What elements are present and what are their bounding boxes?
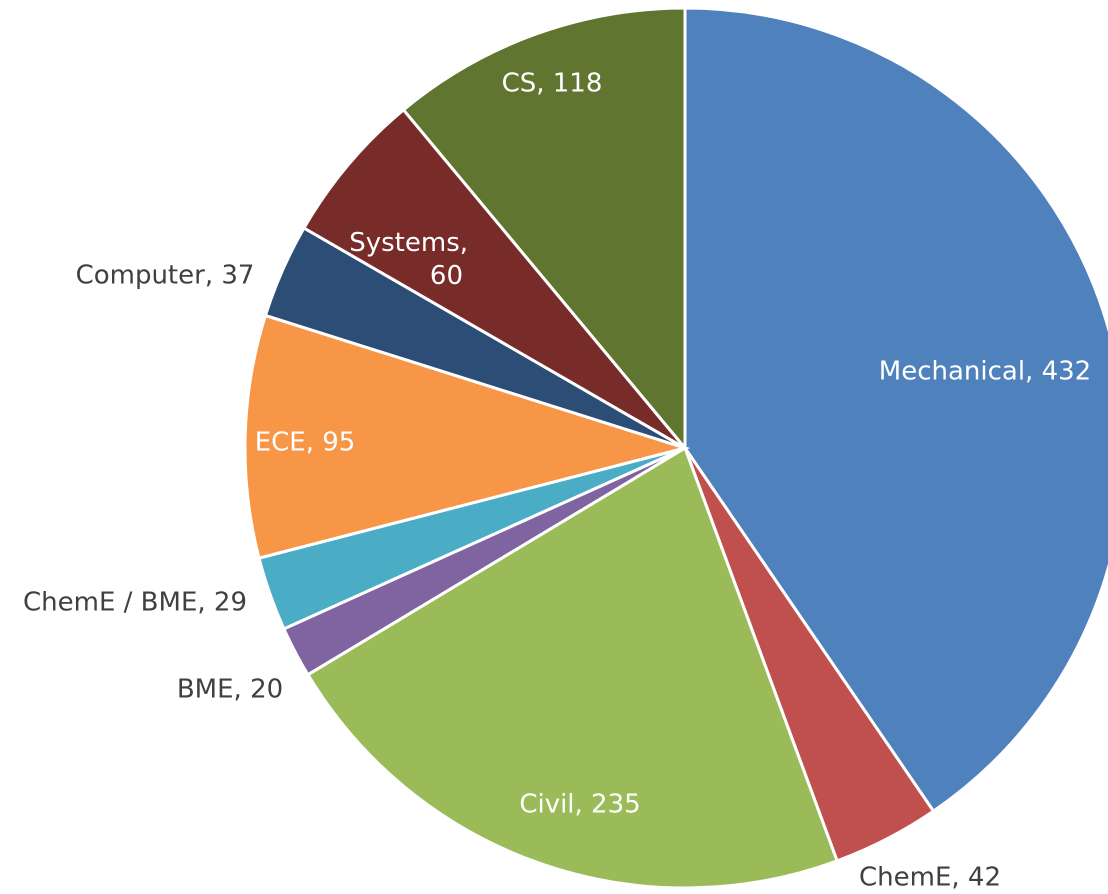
data-label: Systems, 60 <box>349 228 468 291</box>
data-label: CS, 118 <box>502 69 603 99</box>
data-label: ChemE, 42 <box>859 863 1001 893</box>
data-label: BME, 20 <box>177 675 283 705</box>
data-label-line: 60 <box>430 261 463 291</box>
data-label: Mechanical, 432 <box>879 357 1091 387</box>
data-label: Computer, 37 <box>76 261 255 291</box>
pie-slice <box>301 107 687 450</box>
pie-slice <box>243 313 691 560</box>
pie-slice <box>305 445 840 890</box>
data-label: Civil, 235 <box>519 790 640 820</box>
data-label-line: Systems, <box>349 228 468 258</box>
pie-slice <box>683 6 1108 814</box>
data-label: ChemE / BME, 29 <box>23 588 247 618</box>
pie-slice <box>401 6 687 453</box>
data-label: ECE, 95 <box>255 428 356 458</box>
